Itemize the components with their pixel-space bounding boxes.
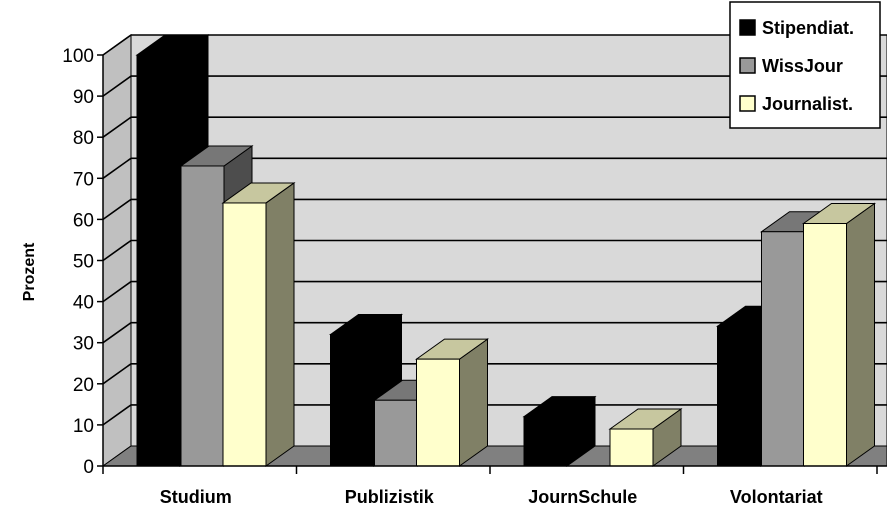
gridline bbox=[102, 157, 887, 179]
x-category-label: Studium bbox=[160, 487, 232, 507]
y-tick-label: 40 bbox=[73, 293, 94, 314]
x-category-labels: Studium Publizistik JournSchule Volontariat bbox=[160, 487, 823, 507]
bar-front bbox=[717, 325, 761, 467]
gridline bbox=[102, 280, 887, 303]
legend-swatch bbox=[739, 95, 756, 112]
bar-front bbox=[761, 231, 805, 467]
y-tick-label: 10 bbox=[73, 416, 94, 437]
gridline bbox=[102, 362, 887, 385]
bar-front bbox=[330, 333, 374, 467]
x-category-label: Volontariat bbox=[730, 487, 823, 507]
gridline bbox=[102, 321, 887, 344]
bar-side bbox=[846, 202, 875, 467]
legend: Stipendiat. WissJour Journalist. bbox=[729, 1, 881, 129]
bar-2-2 bbox=[608, 408, 683, 467]
bar-front bbox=[180, 165, 225, 467]
bar-2-0 bbox=[522, 395, 597, 467]
legend-entry: Journalist. bbox=[762, 94, 853, 114]
bar-3-2 bbox=[801, 202, 877, 467]
bars bbox=[135, 34, 877, 467]
bar-side bbox=[265, 181, 295, 467]
bar-front bbox=[523, 416, 568, 467]
bar-side bbox=[459, 338, 488, 467]
legend-swatch bbox=[739, 57, 756, 74]
y-tick-label: 60 bbox=[73, 210, 94, 231]
y-tick-labels: 0 10 20 30 40 50 60 70 80 90 100 bbox=[62, 46, 94, 478]
y-tick-label: 90 bbox=[73, 87, 94, 108]
y-tick-label: 80 bbox=[73, 128, 94, 149]
gridline bbox=[102, 198, 887, 221]
legend-entry: WissJour bbox=[762, 56, 843, 76]
legend-entry: Stipendiat. bbox=[762, 18, 854, 38]
x-category-label: Publizistik bbox=[345, 487, 435, 507]
gridlines bbox=[102, 34, 887, 426]
gridline bbox=[102, 239, 887, 262]
y-tick-label: 30 bbox=[73, 334, 94, 355]
bar-front bbox=[803, 223, 847, 467]
y-tick-label: 100 bbox=[62, 46, 94, 67]
gridline bbox=[102, 75, 887, 97]
y-tick-label: 20 bbox=[73, 375, 94, 396]
y-axis-label: Prozent bbox=[21, 242, 38, 301]
axes bbox=[97, 54, 887, 474]
gridline bbox=[102, 116, 887, 138]
bar-front bbox=[609, 428, 654, 467]
y-tick-label: 50 bbox=[73, 252, 94, 273]
bar-front bbox=[136, 54, 181, 467]
x-category-label: JournSchule bbox=[528, 487, 637, 507]
gridline bbox=[102, 34, 887, 56]
y-tick-label: 70 bbox=[73, 169, 94, 190]
bar-front bbox=[222, 202, 267, 467]
bar-front bbox=[416, 358, 460, 467]
gridline bbox=[102, 404, 887, 426]
bar-1-2 bbox=[414, 338, 490, 467]
y-tick-label: 0 bbox=[83, 457, 94, 478]
bar-0-2 bbox=[221, 181, 296, 467]
bar-front bbox=[374, 399, 418, 467]
legend-swatch bbox=[739, 19, 756, 36]
